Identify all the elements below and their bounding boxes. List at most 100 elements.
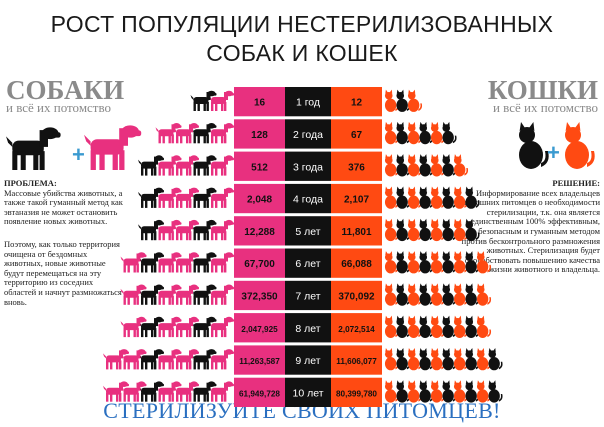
problem-label: ПРОБЛЕМА: [4,178,57,188]
cat-icon [442,283,457,306]
dog-value-cell [234,248,285,278]
cat-icon [396,121,411,145]
cat-icon [430,154,446,177]
cat-value-cell [331,345,382,375]
dog-icon [103,349,129,370]
cat-icon [419,283,434,306]
cat-icon [453,186,469,209]
cat-value-label: 2,107 [344,195,369,206]
cat-icon [407,218,423,242]
dog-icon [208,155,234,176]
cat-icon [396,347,411,371]
dog-icon [138,187,164,208]
cat-icon [453,283,469,306]
dog-icon [173,381,199,402]
dog-icon [103,381,129,402]
dog-icon [190,284,217,305]
cat-value-label: 12 [351,98,363,109]
dog-icon [208,90,234,111]
dogs-subheading: и всё их потомство [6,100,112,115]
cat-icon [442,347,457,371]
cat-icon [407,89,423,112]
cat-icon [396,315,411,338]
cat-icon [407,347,423,371]
cat-icon [384,251,400,274]
cat-value-cell [331,183,382,214]
year-cell [285,377,331,407]
plus-icon-dogs: + [72,142,85,167]
cat-icon [396,251,411,274]
cat-icon [396,283,411,306]
cat-icon [384,186,400,209]
cat-icon [465,186,480,209]
dog-icon [138,284,164,305]
dog-icon [208,123,234,144]
problem-text: Массовые убийства животных, а также тако… [4,187,123,227]
dog-icon [120,284,147,305]
dog-value-cell [234,183,285,214]
cat-icon [419,218,434,242]
cat-icon [384,380,400,403]
dog-icon [138,155,164,176]
cats-heading: КОШКИ [487,75,598,105]
dog-icon [155,219,182,241]
cats-subheading: и всё их потомство [492,100,598,115]
dog-icon [208,219,234,241]
problem-paragraph: ПРОБЛЕМА: Массовые убийства животных, а … [4,178,144,227]
cat-value-cell [331,313,382,343]
cat-icon [453,315,469,338]
cat-value-label: 67 [351,130,363,141]
cat-value-cell [331,87,382,117]
year-label: 5 лет [295,226,320,238]
dog-value-cell [234,87,285,117]
cat-value-cell [331,248,382,278]
dog-pink-large-icon [84,125,142,170]
cat-icon [419,315,434,338]
dog-icon [155,187,182,208]
cat-icon [384,347,400,371]
dog-value-label: 61,949,728 [239,389,280,398]
cat-icon [430,347,446,371]
dog-icon [190,90,217,111]
cat-icon [384,121,400,145]
cat-icon [476,315,492,338]
cat-value-cell [331,280,382,311]
dog-icon [173,284,199,305]
dog-icon [138,381,164,402]
year-cell [285,119,331,149]
year-label: 8 лет [295,323,320,335]
cat-icon [453,154,469,177]
cat-icon [407,154,423,177]
cat-icon [419,154,434,177]
cat-icon [476,251,492,274]
dog-black-large-icon [6,127,61,170]
cat-value-cell [331,377,382,407]
cat-icon [419,347,434,371]
cat-icon [453,251,469,274]
dogs-heading: СОБАКИ [6,75,125,105]
dog-icon [190,316,217,338]
year-cell [285,280,331,311]
cat-value-label: 376 [348,162,365,173]
year-label: 7 лет [295,290,320,302]
year-label: 4 года [293,194,323,206]
year-cell [285,313,331,343]
solution-label: РЕШЕНИЕ: [552,178,600,188]
cat-icon [396,218,411,242]
dog-value-label: 372,350 [241,291,278,302]
dog-value-label: 512 [251,162,268,173]
dog-value-label: 11,263,587 [239,357,280,366]
dog-icon [120,381,147,402]
cat-icon [488,380,503,403]
year-cell [285,151,331,181]
cat-icon [430,218,446,242]
dog-icon [120,316,147,338]
cat-value-label: 66,088 [341,259,372,270]
year-label: 3 года [293,161,323,173]
dog-icon [190,252,217,273]
cat-icon [396,89,411,112]
cat-value-label: 2,072,514 [338,325,375,334]
dog-icon [208,316,234,338]
dog-icon [208,252,234,273]
